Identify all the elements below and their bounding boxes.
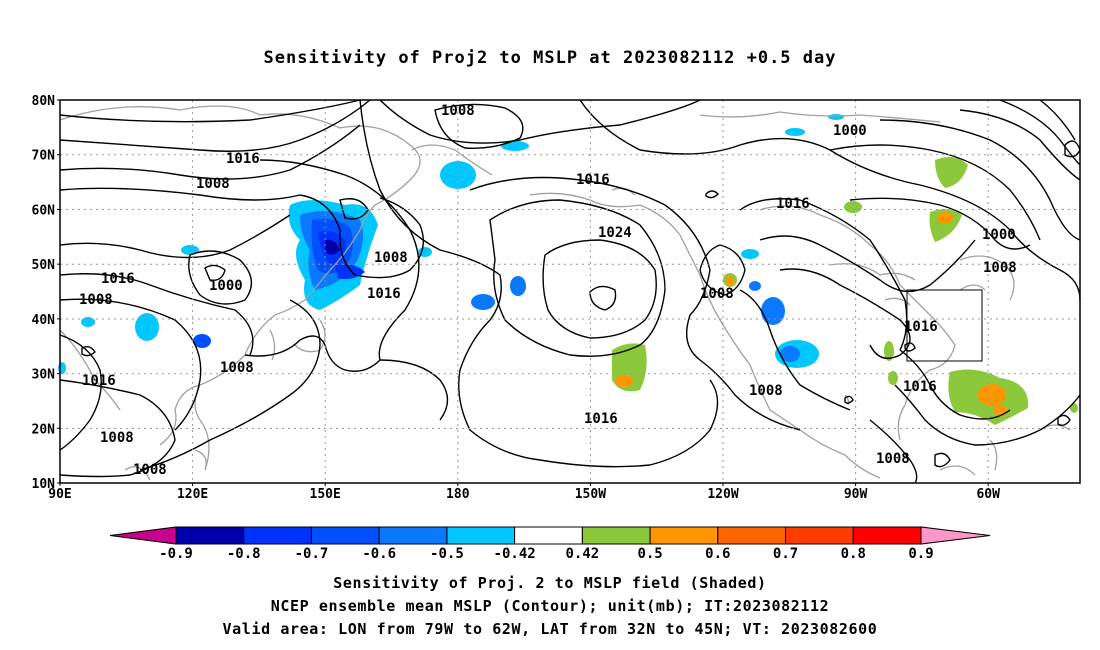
contour-label-1016-west: 1016 — [101, 271, 135, 287]
colorbar-label: 0.42 — [566, 546, 600, 562]
contour-label-1016-canada: 1016 — [776, 196, 810, 212]
lat-tick-label: 80N — [32, 94, 56, 109]
valid-area-box — [906, 289, 983, 362]
contour-label-1008-atlantic: 1008 — [983, 260, 1017, 276]
colorbar-box — [514, 526, 583, 545]
lat-tick-label: 70N — [32, 149, 56, 164]
colorbar-box — [649, 526, 719, 545]
lat-tick-label: 10N — [32, 477, 56, 492]
colorbar-label: -0.8 — [227, 546, 261, 562]
lon-tick-label: 180 — [446, 487, 470, 502]
positive-sensitivity-shading — [612, 156, 1078, 425]
colorbar-label: -0.6 — [362, 546, 396, 562]
negative-sensitivity-shading — [58, 114, 844, 374]
contour-label-1000-labrador: 1000 — [982, 227, 1016, 243]
lat-tick-label: 60N — [32, 203, 56, 218]
caption-contour: NCEP ensemble mean MSLP (Contour); unit(… — [270, 597, 830, 615]
colorbar-label: -0.9 — [159, 546, 193, 562]
contour-label-1000-canada: 1000 — [833, 123, 867, 139]
colorbar-box — [581, 526, 651, 545]
contour-label-1008-japan: 1008 — [374, 250, 408, 266]
lat-tick-label: 50N — [32, 258, 56, 273]
contour-label-1016-india: 1016 — [82, 373, 116, 389]
lat-tick-label: 20N — [32, 422, 56, 437]
colorbar-label: 0.8 — [841, 546, 866, 562]
contour-label-1016-subtropic: 1016 — [584, 411, 618, 427]
contour-label-1008-mexico: 1008 — [749, 383, 783, 399]
colorbar-label: 0.9 — [908, 546, 933, 562]
colorbar-box — [446, 526, 516, 545]
contour-label-1016-caribbean: 1016 — [903, 379, 937, 395]
contour-label-1016-japan: 1016 — [367, 286, 401, 302]
contour-label-1024-high: 1024 — [598, 225, 632, 241]
contour-label-1008-caribbean: 1008 — [876, 451, 910, 467]
contour-label-1008-asia-north: 1008 — [196, 176, 230, 192]
colorbar-label: -0.5 — [430, 546, 464, 562]
colorbar-box — [717, 526, 787, 545]
caption-valid-area: Valid area: LON from 79W to 62W, LAT fro… — [222, 620, 878, 638]
contour-label-1008-china-south: 1008 — [133, 462, 167, 478]
colorbar-label: 0.7 — [773, 546, 798, 562]
coastlines — [59, 105, 1071, 481]
contour-label-1008-scs: 1008 — [220, 360, 254, 376]
colorbar-max-arrow — [920, 526, 991, 545]
latitude-axis: 80N 70N 60N 50N 40N 30N 20N 10N — [32, 94, 60, 492]
colorbar-label: -0.42 — [494, 546, 536, 562]
colorbar-box — [852, 526, 922, 545]
map-title: Sensitivity of Proj2 to MSLP at 20230821… — [263, 48, 837, 68]
contour-label-1008-india: 1008 — [100, 430, 134, 446]
contour-label-1016-north-pacific: 1016 — [576, 172, 610, 188]
colorbar-label: 0.5 — [637, 546, 662, 562]
colorbar — [109, 526, 991, 545]
mslp-contours — [59, 99, 1081, 484]
contour-label-1000-china: 1000 — [209, 278, 243, 294]
contour-label-1008-north: 1008 — [441, 103, 475, 119]
contour-label-1016-box: 1016 — [904, 319, 938, 335]
contour-label-1016-asia-north: 1016 — [226, 151, 260, 167]
lat-lon-grid — [60, 100, 1080, 483]
colorbar-label: -0.7 — [295, 546, 329, 562]
lon-tick-label: 90W — [844, 487, 868, 502]
lat-tick-label: 40N — [32, 313, 56, 328]
lat-tick-label: 30N — [32, 368, 56, 383]
map-frame — [59, 99, 1081, 484]
lon-tick-label: 90E — [48, 487, 71, 502]
longitude-axis: 90E 120E 150E 180 150W 120W 90W 60W — [48, 483, 1000, 502]
caption-shading: Sensitivity of Proj. 2 to MSLP field (Sh… — [333, 574, 767, 592]
lon-tick-label: 120W — [707, 487, 738, 502]
contour-labels: 1008 1016 1008 1016 1000 1016 1024 1008 … — [79, 103, 1017, 478]
lon-tick-label: 120E — [177, 487, 208, 502]
lon-tick-label: 150E — [310, 487, 341, 502]
colorbar-box — [175, 526, 245, 545]
colorbar-label: 0.6 — [705, 546, 730, 562]
lon-tick-label: 60W — [976, 487, 1000, 502]
lon-tick-label: 150W — [575, 487, 606, 502]
contour-label-1008-baja: 1008 — [700, 286, 734, 302]
colorbar-box — [378, 526, 448, 545]
colorbar-labels: -0.9 -0.8 -0.7 -0.6 -0.5 -0.42 0.42 0.5 0.6 0.7 0.… — [159, 546, 934, 562]
colorbar-box — [243, 526, 312, 545]
colorbar-box — [310, 526, 380, 545]
colorbar-box — [785, 526, 854, 545]
colorbar-min-arrow — [109, 526, 177, 545]
contour-label-1008-west: 1008 — [79, 292, 113, 308]
